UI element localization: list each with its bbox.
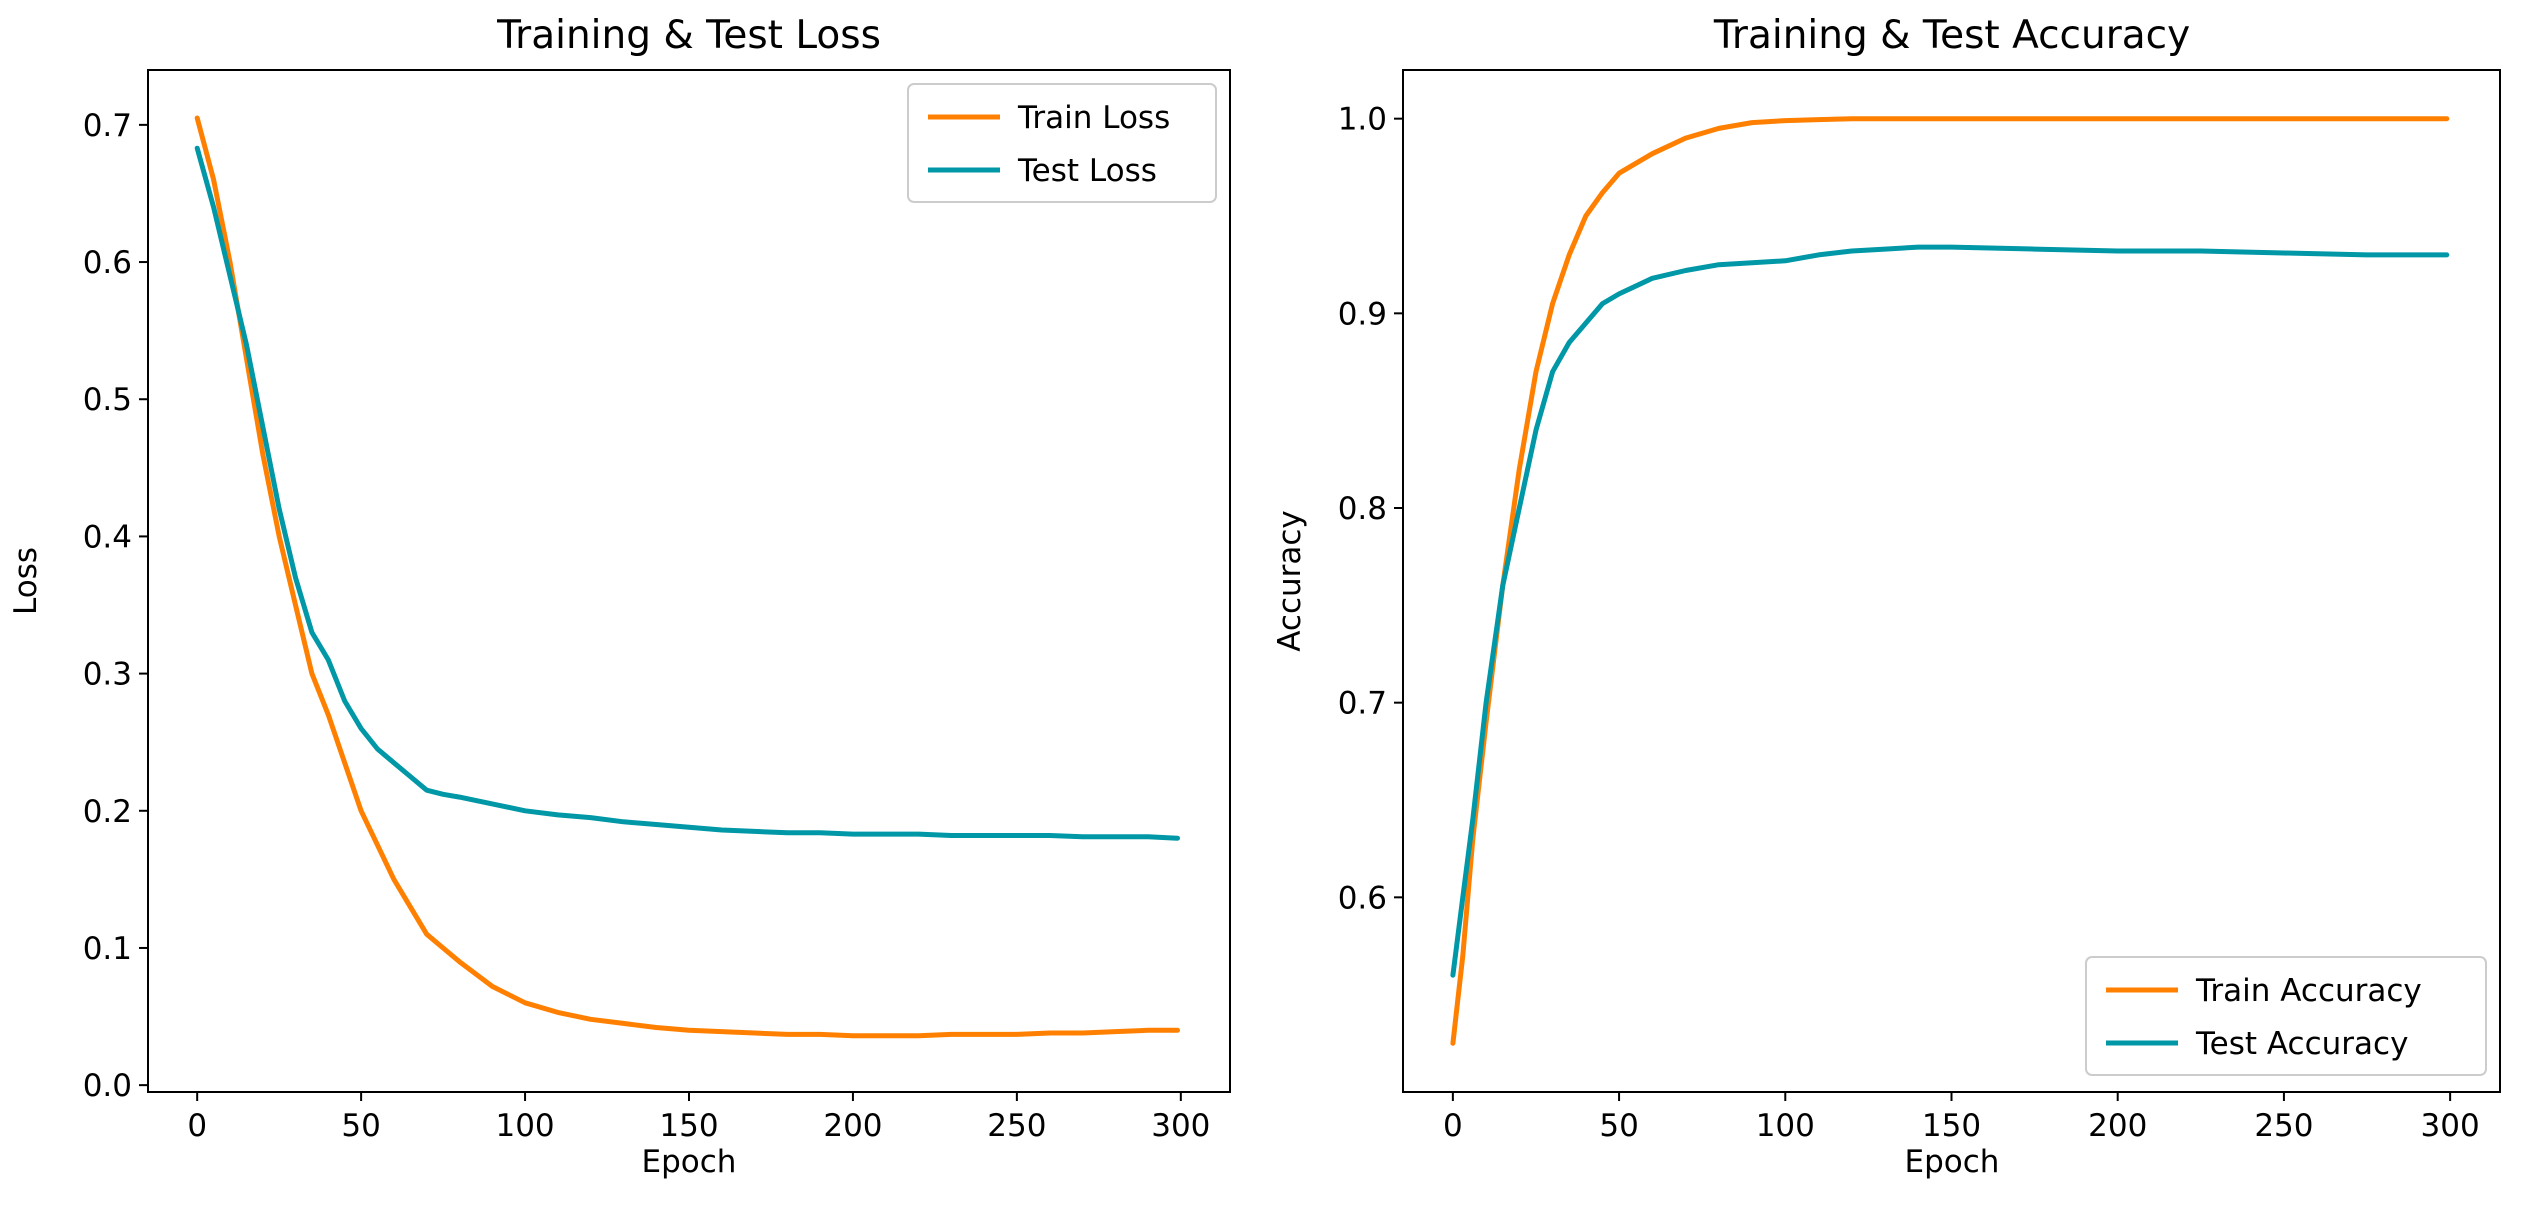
loss-x-tick-label: 200: [823, 1108, 882, 1144]
loss-plot-frame: [147, 69, 1231, 1093]
loss-x-tick-label: 0: [187, 1108, 207, 1144]
loss-y-tick-label: 0.0: [83, 1068, 132, 1104]
loss-series-line-test: [194, 145, 1180, 841]
loss-chart: Training & Test Loss 0 50 100 150 200 250 300 …: [8, 13, 1231, 1180]
loss-legend-label-train: Train Loss: [1017, 100, 1170, 136]
loss-x-ticks: 0 50 100 150 200 250 300: [187, 1092, 1210, 1144]
accuracy-chart: Training & Test Accuracy 0 50 100 150 200 250…: [1272, 13, 2501, 1180]
loss-y-tick-label: 0.2: [83, 794, 132, 830]
accuracy-legend-label-train: Train Accuracy: [2195, 973, 2422, 1009]
loss-y-tick-label: 0.7: [83, 108, 132, 144]
accuracy-y-ticks: 0.6 0.7 0.8 0.9 1.0: [1338, 102, 1403, 916]
accuracy-y-axis-label: Accuracy: [1272, 510, 1308, 652]
loss-series-line-train: [194, 115, 1180, 1039]
accuracy-series-line-test: [1450, 244, 2450, 978]
accuracy-x-tick-label: 150: [1922, 1108, 1981, 1144]
loss-y-tick-label: 0.6: [83, 245, 132, 281]
accuracy-y-tick-label: 1.0: [1338, 102, 1387, 138]
accuracy-legend-label-test: Test Accuracy: [2195, 1026, 2408, 1062]
loss-chart-title: Training & Test Loss: [496, 13, 881, 58]
loss-y-tick-label: 0.1: [83, 931, 132, 967]
accuracy-y-tick-label: 0.6: [1338, 880, 1387, 916]
accuracy-series-lines: [1450, 116, 2450, 1046]
loss-x-tick-label: 100: [495, 1108, 554, 1144]
accuracy-x-tick-label: 250: [2254, 1108, 2313, 1144]
loss-x-tick-label: 250: [987, 1108, 1046, 1144]
accuracy-y-tick-label: 0.9: [1338, 296, 1387, 332]
loss-x-tick-label: 150: [659, 1108, 718, 1144]
loss-y-tick-label: 0.5: [83, 382, 132, 418]
accuracy-y-tick-label: 0.7: [1338, 686, 1387, 722]
accuracy-legend-box: [2085, 956, 2487, 1076]
accuracy-x-axis-label: Epoch: [1905, 1144, 2000, 1180]
accuracy-y-tick-label: 0.8: [1338, 491, 1387, 527]
loss-x-tick-label: 300: [1151, 1108, 1210, 1144]
accuracy-x-tick-label: 200: [2088, 1108, 2147, 1144]
accuracy-x-tick-label: 50: [1599, 1108, 1638, 1144]
accuracy-plot-frame: [1402, 69, 2501, 1093]
loss-x-axis-label: Epoch: [642, 1144, 737, 1180]
accuracy-series-line-train: [1450, 116, 2450, 1046]
accuracy-chart-title: Training & Test Accuracy: [1713, 13, 2190, 58]
accuracy-x-tick-label: 0: [1443, 1108, 1463, 1144]
loss-x-tick-label: 50: [341, 1108, 380, 1144]
accuracy-x-ticks: 0 50 100 150 200 250 300: [1443, 1092, 2480, 1144]
loss-y-tick-label: 0.4: [83, 519, 132, 555]
accuracy-legend: Train Accuracy Test Accuracy: [2085, 956, 2487, 1076]
loss-series-lines: [194, 115, 1180, 1039]
loss-y-axis-label: Loss: [8, 547, 44, 615]
loss-legend: Train Loss Test Loss: [907, 83, 1217, 203]
loss-y-ticks: 0.0 0.1 0.2 0.3 0.4 0.5 0.6 0.7: [83, 108, 148, 1104]
loss-legend-label-test: Test Loss: [1017, 153, 1157, 189]
loss-y-tick-label: 0.3: [83, 657, 132, 693]
accuracy-x-tick-label: 100: [1756, 1108, 1815, 1144]
accuracy-x-tick-label: 300: [2421, 1108, 2480, 1144]
